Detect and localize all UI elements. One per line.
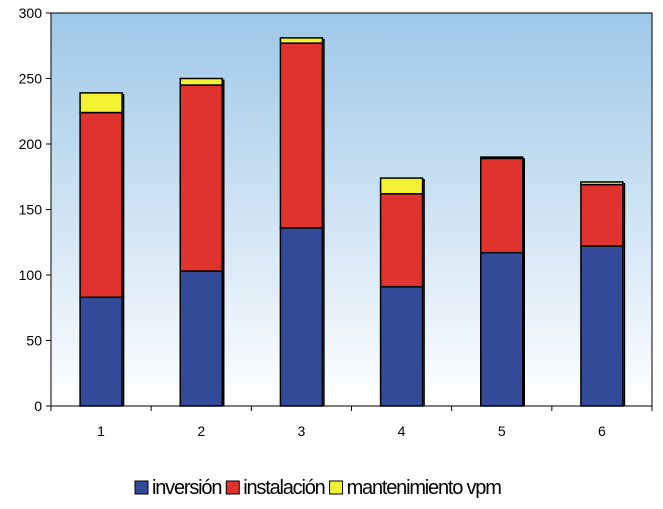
bar-segment: [480, 251, 524, 407]
bar-segment: [279, 227, 324, 407]
x-tick-label: 1: [97, 423, 105, 439]
y-tick-label: 0: [34, 398, 42, 414]
legend-swatch: [225, 480, 240, 495]
x-tick-label: 6: [598, 423, 606, 439]
x-tick-label: 4: [398, 423, 406, 439]
legend: inversión instalación mantenimiento vpm: [134, 477, 502, 499]
bar-segment: [580, 181, 624, 186]
y-tick-label: 100: [19, 267, 43, 283]
bars: [79, 37, 626, 407]
legend-swatch: [134, 480, 149, 495]
legend-label: mantenimiento vpm: [347, 477, 502, 499]
y-tick-label: 150: [19, 202, 43, 218]
bar-segment: [480, 156, 524, 160]
legend-swatch: [329, 480, 344, 495]
y-tick-label: 50: [26, 333, 42, 349]
bar-segment: [79, 92, 123, 114]
x-axis: 1 2 3 4 5 6: [50, 406, 653, 439]
bar-segment: [480, 157, 524, 254]
bar-segment: [79, 296, 123, 407]
bar-segment: [580, 183, 624, 247]
bar-segment: [279, 37, 324, 44]
y-tick-label: 200: [19, 136, 43, 152]
x-tick-label: 2: [197, 423, 205, 439]
bar-segment: [379, 177, 424, 195]
bar-segment: [179, 77, 223, 86]
bar-segment: [179, 270, 223, 407]
bar-segment: [79, 111, 123, 299]
bar-segment: [379, 193, 424, 288]
bar-segment: [179, 84, 223, 272]
bar-segment: [279, 42, 324, 229]
x-tick-label: 5: [498, 423, 506, 439]
bar-segment: [580, 245, 624, 407]
legend-label: inversión: [152, 477, 221, 499]
legend-label: instalación: [243, 477, 324, 499]
plot-area: [50, 12, 653, 407]
x-tick-label: 3: [298, 423, 306, 439]
bar-segment: [379, 286, 424, 407]
y-tick-label: 300: [19, 5, 43, 21]
y-axis: 0 50 100 150 200 250 300: [19, 5, 51, 414]
y-tick-label: 250: [19, 71, 43, 87]
